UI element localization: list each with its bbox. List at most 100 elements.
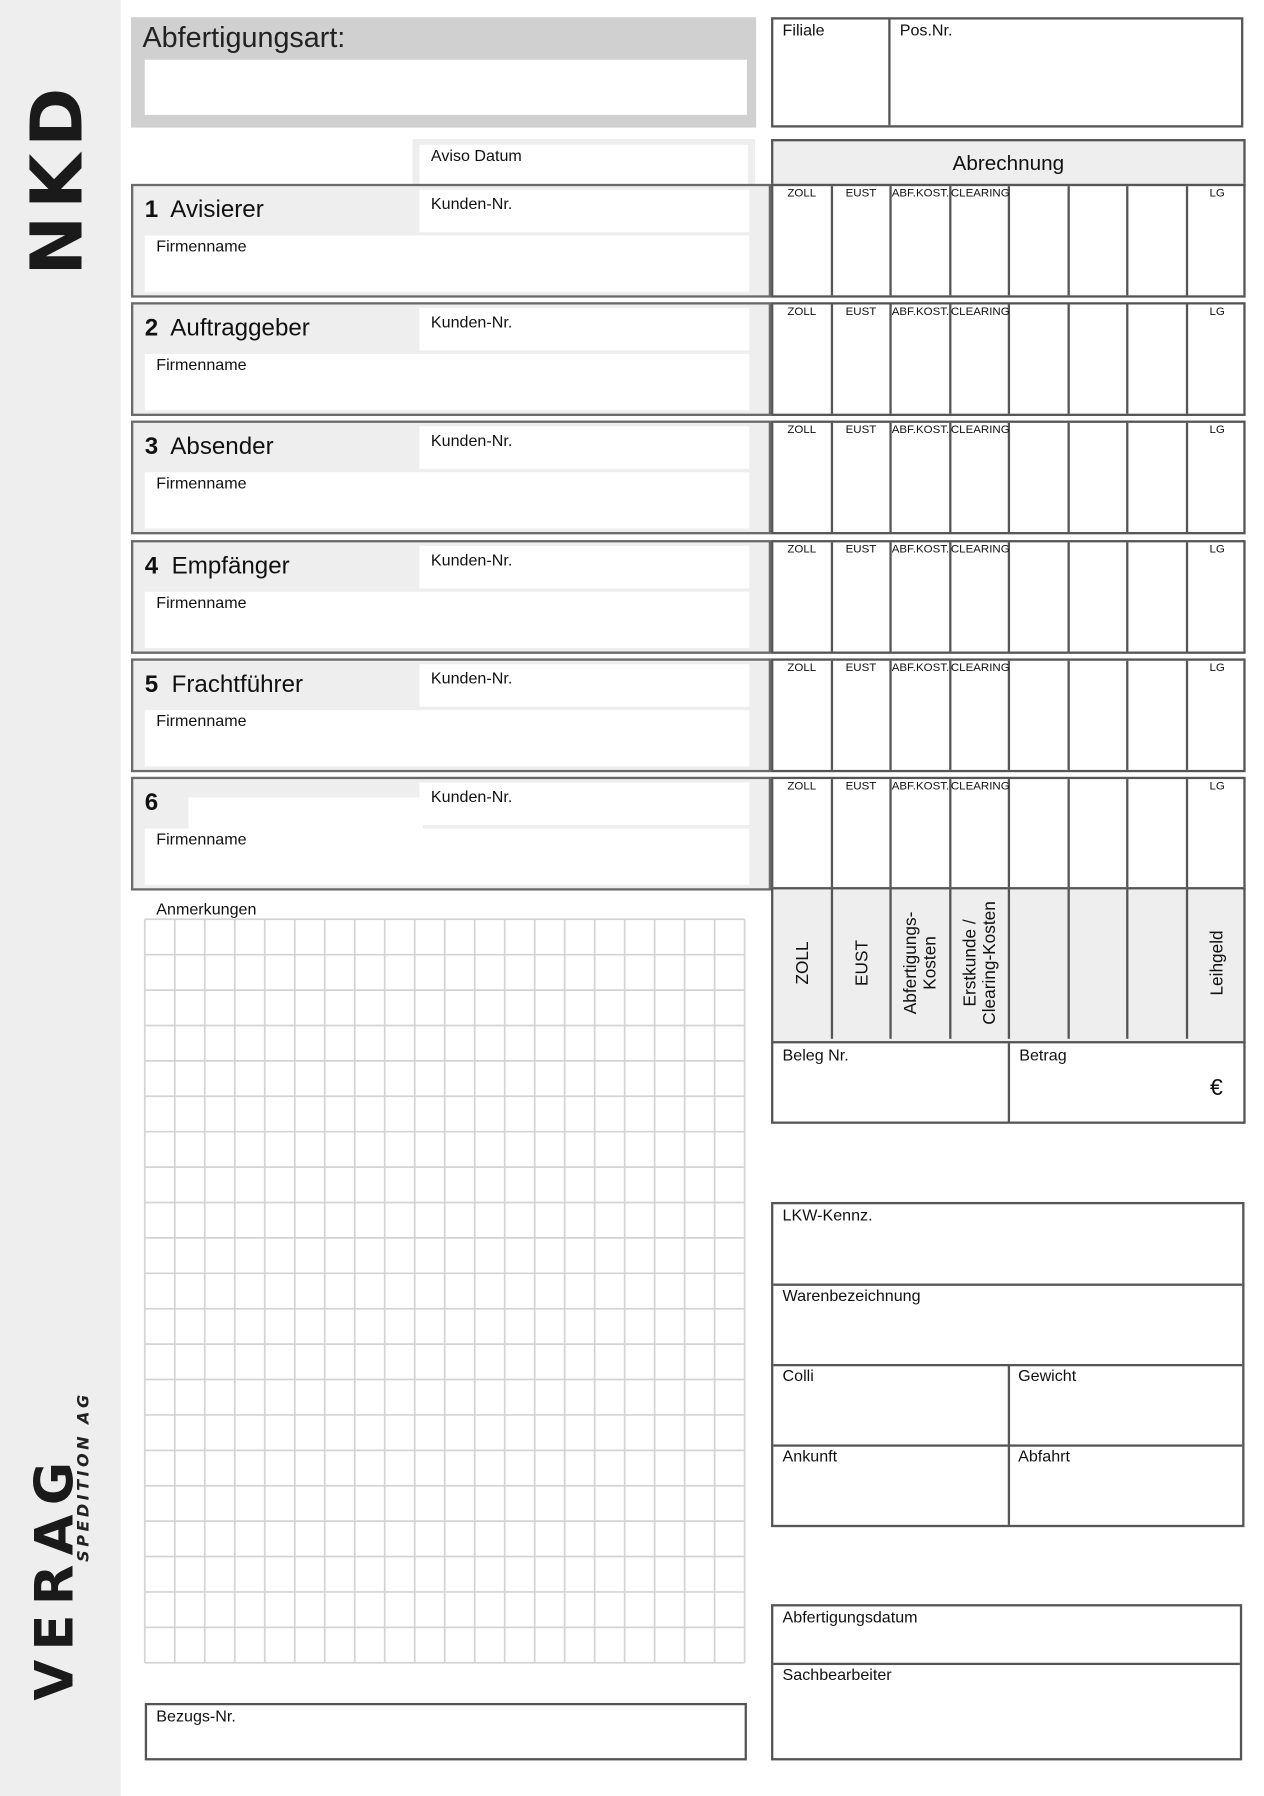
- abrechnung-cell[interactable]: LG: [1188, 305, 1247, 414]
- kunden-nr-field[interactable]: Kunden-Nr.: [419, 663, 750, 707]
- abrechnung-cell[interactable]: ZOLL: [773, 779, 833, 889]
- totals-column: Leihgeld: [1188, 889, 1247, 1038]
- totals-header: ZOLL EUST Abfertigungs- Kosten Erstkunde…: [771, 887, 1247, 1044]
- abrechnung-cell[interactable]: LG: [1188, 423, 1247, 532]
- abrechnung-column-label: ZOLL: [787, 661, 817, 675]
- abrechnung-cell[interactable]: [1128, 779, 1188, 889]
- firmenname-field[interactable]: Firmenname: [144, 235, 750, 292]
- abrechnung-cell[interactable]: LG: [1188, 779, 1247, 888]
- kunden-nr-label: Kunden-Nr.: [430, 668, 513, 687]
- abrechnung-cell[interactable]: ABF.KOST.: [892, 186, 951, 296]
- abrechnung-column-label: EUST: [845, 543, 877, 556]
- abrechnung-cell[interactable]: ABF.KOST.: [891, 779, 951, 889]
- abrechnung-cell[interactable]: LG: [1188, 542, 1247, 651]
- firmenname-label: Firmenname: [156, 355, 247, 374]
- abfertigungsart-field[interactable]: [144, 59, 747, 115]
- abrechnung-column-label: CLEARING: [950, 187, 1010, 200]
- anmerkungen-label: Anmerkungen: [156, 899, 257, 919]
- abrechnung-cell[interactable]: EUST: [833, 541, 892, 652]
- abrechnung-cell[interactable]: ZOLL: [773, 186, 833, 296]
- totals-column-label: ZOLL: [792, 941, 812, 985]
- abrechnung-cell[interactable]: LG: [1188, 186, 1247, 295]
- section-heading: 5 Frachtführer: [145, 671, 303, 699]
- abrechnung-column-label: ABF.KOST.: [891, 780, 950, 793]
- abrechnung-cell[interactable]: CLEARING: [951, 423, 1011, 533]
- euro-symbol: €: [1210, 1075, 1223, 1101]
- abfertigungsart-box: Abfertigungsart:: [130, 17, 757, 128]
- abrechnung-cell[interactable]: CLEARING: [951, 660, 1011, 770]
- abrechnung-cell[interactable]: EUST: [833, 779, 892, 889]
- abrechnung-cell[interactable]: [1010, 779, 1070, 889]
- totals-column-label: [1073, 888, 1124, 1037]
- section-4: 4 Empfänger Kunden-Nr. Firmenname: [130, 539, 772, 654]
- abrechnung-cell[interactable]: [1010, 660, 1070, 770]
- abrechnung-cell[interactable]: ABF.KOST.: [892, 304, 951, 414]
- abrechnung-cell[interactable]: [1010, 186, 1070, 296]
- abrechnung-row: ZOLL EUST ABF.KOST. CLEARING LG: [771, 421, 1246, 535]
- section-title: Absender: [170, 433, 274, 461]
- abrechnung-cell[interactable]: EUST: [833, 304, 892, 414]
- abrechnung-column-label: LG: [1209, 661, 1225, 675]
- abrechnung-cell[interactable]: [1128, 423, 1188, 533]
- kunden-nr-field[interactable]: Kunden-Nr.: [419, 782, 750, 826]
- abrechnung-cell[interactable]: EUST: [833, 186, 892, 296]
- verag-logo-subtitle: SPEDITION AG: [74, 1391, 94, 1562]
- abrechnung-cell[interactable]: [1069, 304, 1129, 414]
- abrechnung-cell[interactable]: [1010, 541, 1070, 652]
- abrechnung-cell[interactable]: LG: [1188, 660, 1247, 769]
- abrechnung-cell[interactable]: ZOLL: [773, 423, 833, 533]
- ankunft-label: Ankunft: [782, 1446, 838, 1466]
- abrechnung-column-label: CLEARING: [950, 543, 1010, 556]
- abrechnung-cell[interactable]: [1128, 660, 1188, 770]
- abrechnung-cell[interactable]: ZOLL: [773, 304, 833, 414]
- abrechnung-column-label: ABF.KOST.: [891, 424, 950, 438]
- abrechnung-cell[interactable]: CLEARING: [950, 541, 1011, 652]
- section-number: 1: [144, 196, 159, 223]
- abrechnung-cell[interactable]: [1069, 186, 1129, 296]
- firmenname-field[interactable]: Firmenname: [144, 828, 750, 885]
- abrechnung-cell[interactable]: CLEARING: [950, 304, 1011, 414]
- section-number: 5: [144, 670, 159, 698]
- section-title: Avisierer: [170, 196, 264, 223]
- firmenname-label: Firmenname: [156, 236, 247, 256]
- section-number: 2: [144, 315, 159, 342]
- kunden-nr-field[interactable]: Kunden-Nr.: [419, 189, 750, 233]
- aviso-datum-field[interactable]: [419, 144, 749, 186]
- abrechnung-cell[interactable]: [1069, 779, 1129, 889]
- abrechnung-cell[interactable]: [1128, 541, 1188, 652]
- abrechnung-cell[interactable]: ABF.KOST.: [891, 423, 951, 533]
- abrechnung-cell[interactable]: [1128, 186, 1188, 296]
- abrechnung-cell[interactable]: CLEARING: [950, 186, 1011, 296]
- abrechnung-cell[interactable]: [1128, 304, 1188, 414]
- kunden-nr-field[interactable]: Kunden-Nr.: [419, 308, 750, 351]
- firmenname-field[interactable]: Firmenname: [144, 591, 750, 648]
- kunden-nr-label: Kunden-Nr.: [430, 431, 513, 450]
- abrechnung-cell[interactable]: CLEARING: [951, 779, 1011, 889]
- firmenname-field[interactable]: Firmenname: [144, 709, 750, 767]
- kunden-nr-field[interactable]: Kunden-Nr.: [419, 545, 750, 588]
- abrechnung-cell[interactable]: ZOLL: [773, 660, 833, 770]
- kunden-nr-field[interactable]: Kunden-Nr.: [419, 426, 750, 470]
- abrechnung-row: ZOLL EUST ABF.KOST. CLEARING LG: [771, 776, 1247, 891]
- abrechnung-cell[interactable]: [1010, 423, 1070, 533]
- abrechnung-cell[interactable]: [1069, 660, 1129, 770]
- abrechnung-cell[interactable]: [1069, 541, 1129, 652]
- abrechnung-cell[interactable]: EUST: [833, 423, 892, 533]
- firmenname-field[interactable]: Firmenname: [144, 472, 750, 530]
- section-title: Auftraggeber: [170, 315, 310, 342]
- abrechnung-cell[interactable]: ABF.KOST.: [892, 660, 951, 770]
- abrechnung-cell[interactable]: ABF.KOST.: [892, 541, 951, 652]
- abrechnung-column-label: EUST: [845, 187, 877, 200]
- abrechnung-column-label: CLEARING: [950, 305, 1010, 319]
- bezugs-nr-field[interactable]: Bezugs-Nr.: [144, 1702, 747, 1761]
- abrechnung-cell[interactable]: EUST: [833, 660, 892, 770]
- abrechnung-cell[interactable]: ZOLL: [773, 541, 833, 652]
- totals-column: [1128, 889, 1188, 1039]
- divider: [773, 1363, 1243, 1367]
- abrechnung-cell[interactable]: [1069, 423, 1129, 533]
- anmerkungen-grid[interactable]: [142, 917, 749, 1666]
- firmenname-label: Firmenname: [156, 711, 247, 730]
- firmenname-field[interactable]: Firmenname: [144, 354, 750, 411]
- abrechnung-cell[interactable]: [1010, 304, 1070, 414]
- kunden-nr-label: Kunden-Nr.: [430, 787, 513, 806]
